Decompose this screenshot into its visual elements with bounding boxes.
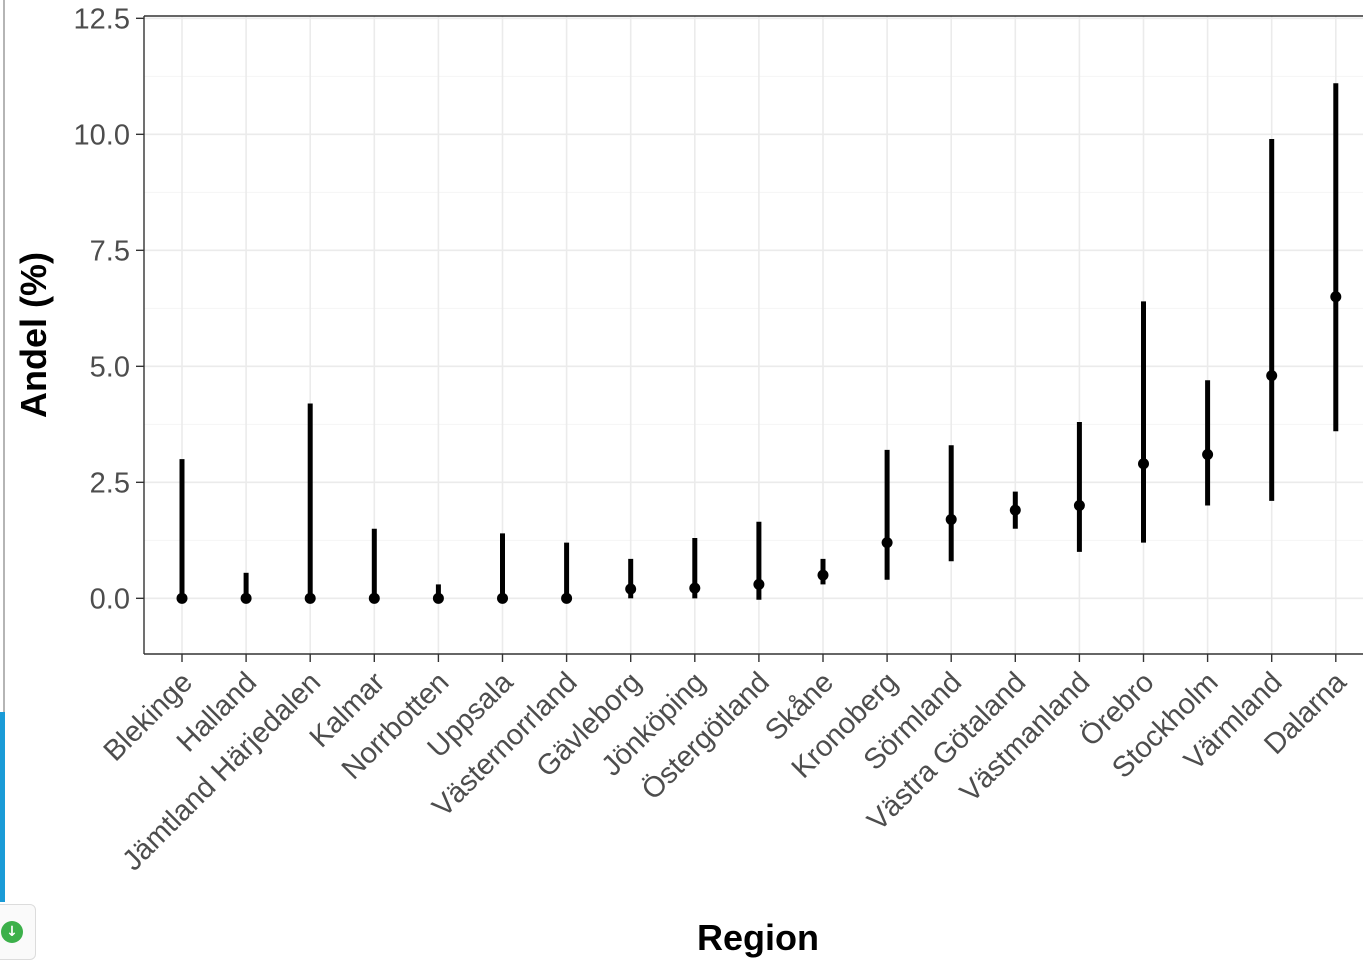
browser-edge-line xyxy=(3,0,5,712)
data-point xyxy=(561,592,573,604)
data-point xyxy=(689,582,701,594)
y-tick-label: 7.5 xyxy=(90,235,130,267)
y-tick-label: 12.5 xyxy=(74,3,130,35)
data-point xyxy=(1009,504,1021,516)
y-tick-label: 0.0 xyxy=(90,583,130,615)
data-point xyxy=(240,592,252,604)
y-tick-label: 10.0 xyxy=(74,119,130,151)
data-marks xyxy=(176,83,1342,604)
data-point xyxy=(432,592,444,604)
data-point xyxy=(945,513,957,525)
data-point xyxy=(881,537,893,549)
data-point xyxy=(625,583,637,595)
data-point xyxy=(817,569,829,581)
y-axis-ticks: 0.0 2.5 5.0 7.5 10.0 12.5 xyxy=(74,3,144,615)
x-tick-label: Blekinge xyxy=(98,666,199,767)
y-axis-title: Andel (%) xyxy=(13,252,54,418)
data-point xyxy=(176,592,188,604)
data-point xyxy=(1073,500,1085,512)
minor-gridlines xyxy=(144,75,1363,541)
data-point xyxy=(1202,448,1214,460)
data-point xyxy=(304,592,316,604)
plot-panel xyxy=(144,16,1363,654)
data-point xyxy=(753,578,765,590)
browser-edge-accent xyxy=(0,712,5,902)
x-axis-title: Region xyxy=(697,917,819,958)
data-point xyxy=(1266,370,1278,382)
y-tick-label: 2.5 xyxy=(90,467,130,499)
y-tick-label: 5.0 xyxy=(90,351,130,383)
extension-badge-icon[interactable]: ↓ xyxy=(1,921,23,943)
data-point xyxy=(1138,458,1149,470)
data-point xyxy=(1330,291,1342,303)
data-point xyxy=(497,592,508,604)
data-point xyxy=(368,592,380,604)
